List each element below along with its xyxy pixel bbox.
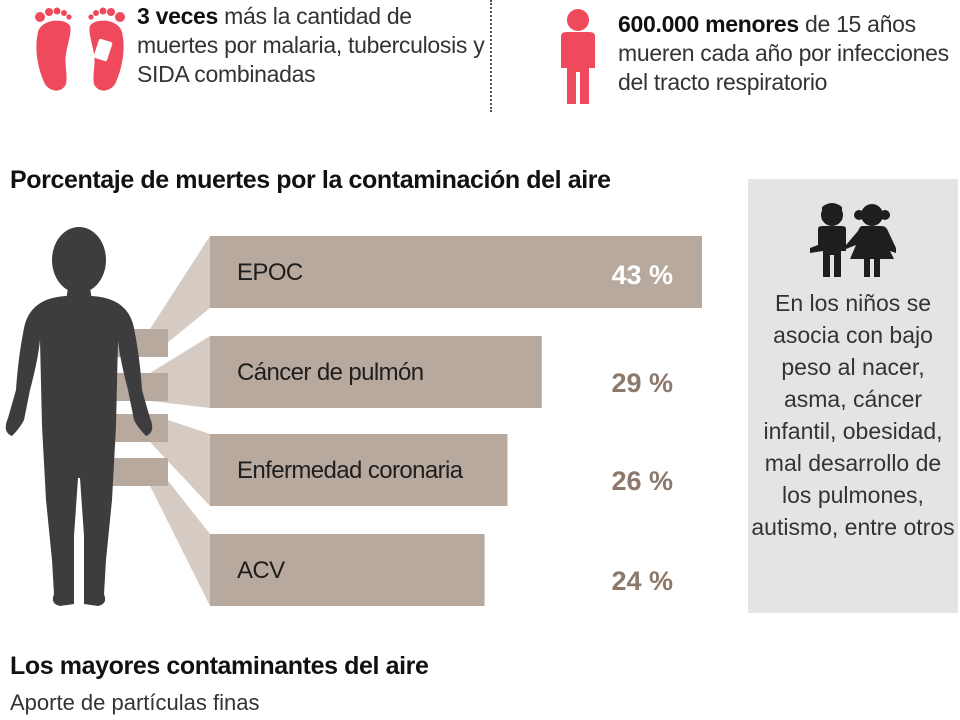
category-label: EPOC <box>237 259 303 286</box>
bar <box>210 236 702 308</box>
value-label: 43 % <box>611 260 673 290</box>
human-body-silhouette <box>5 227 153 606</box>
bars: EPOC 43 % Cáncer de pulmón 29 % Enfermedad c… <box>210 236 702 606</box>
category-label: Cáncer de pulmón <box>237 359 424 386</box>
value-label: 29 % <box>611 368 673 398</box>
stat-malaria-comparison: 3 veces más la cantidad de muertes por m… <box>137 2 487 89</box>
feet-icon <box>35 7 125 91</box>
bar <box>210 434 508 506</box>
bar <box>210 336 542 408</box>
child-icon <box>561 9 595 104</box>
section2-subtitle: Aporte de partículas finas <box>10 690 260 715</box>
bar-connectors <box>112 236 210 606</box>
stat-highlight: 600.000 menores <box>618 11 799 37</box>
value-label: 26 % <box>611 466 673 496</box>
section2-title: Los mayores contaminantes del aire <box>10 652 429 680</box>
sidebar-text: En los niños se asocia con bajo peso al … <box>751 290 955 540</box>
bar-connector-band <box>112 458 168 486</box>
deaths-bar-chart: EPOC 43 % Cáncer de pulmón 29 % Enfermedad c… <box>5 227 702 606</box>
children-effects-box: En los niños se asocia con bajo peso al … <box>748 179 958 613</box>
bar-connector <box>112 236 210 357</box>
bar <box>210 534 485 606</box>
category-label: ACV <box>237 557 285 584</box>
stat-text: de 15 años mueren cada año por infeccion… <box>618 11 949 95</box>
stat-highlight: 3 veces <box>137 3 219 29</box>
chart-title: Porcentaje de muertes por la contaminaci… <box>10 166 611 194</box>
value-label: 24 % <box>611 566 673 596</box>
stat-text: más la cantidad de muertes por malaria, … <box>137 3 485 87</box>
kids-icon <box>810 203 896 277</box>
stat-children-deaths: 600.000 menores de 15 años mueren cada a… <box>618 10 958 97</box>
divider <box>490 0 492 112</box>
category-label: Enfermedad coronaria <box>237 457 464 484</box>
